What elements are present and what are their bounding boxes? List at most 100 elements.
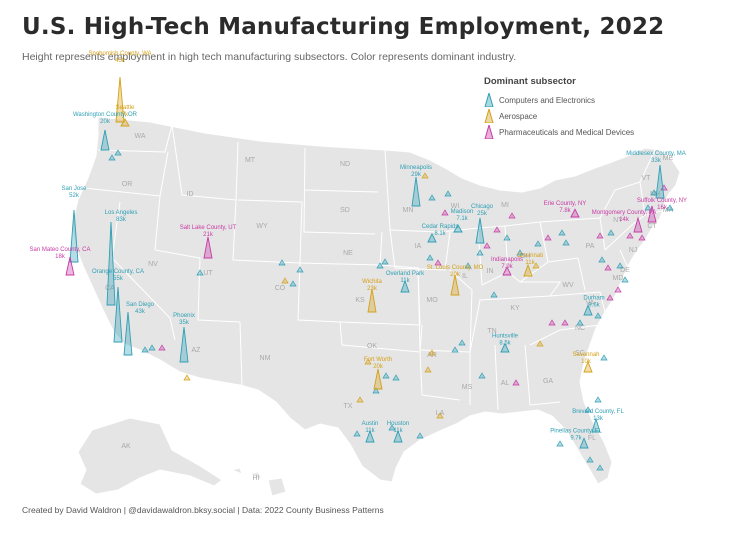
state-label-ms: MS <box>462 384 473 391</box>
spike-label-name: Austin <box>362 421 379 427</box>
minor-county-spikes <box>108 149 674 471</box>
spike-snohomish-county-wa <box>115 76 125 123</box>
state-label-de: DE <box>620 267 630 274</box>
minor-spike <box>544 234 552 241</box>
minor-spike <box>458 339 466 346</box>
spike-orange-county-ca <box>113 286 123 343</box>
spike-label-name: Snohomish County, WA <box>88 51 151 57</box>
spike-label-value: 25k <box>477 211 488 217</box>
state-label-oh: OH <box>520 253 531 260</box>
spike-label-name: Washington County, OR <box>73 112 138 118</box>
spike-label-name: Brevard County, FL <box>572 409 624 415</box>
spike-salt-lake-county-ut <box>203 236 213 259</box>
state-label-ks: KS <box>355 297 365 304</box>
state-label-nc: NC <box>575 325 585 332</box>
state-label-pa: PA <box>586 243 595 250</box>
minor-spike <box>614 286 622 293</box>
spike-label-value: 10k <box>581 359 592 365</box>
state-label-ak: AK <box>121 443 131 450</box>
state-label-me: ME <box>663 155 674 162</box>
spike-label-name: Durham <box>583 295 604 301</box>
spike-label-name: Suffolk County, NY <box>637 198 687 204</box>
spike-label-name: Cedar Rapids <box>422 224 459 230</box>
spike-label-value: 7.9k <box>501 264 513 270</box>
spike-label-value: 33k <box>651 158 662 164</box>
state-label-az: AZ <box>192 347 202 354</box>
spike-label-value: 55k <box>113 276 124 282</box>
state-label-in: IN <box>487 268 494 275</box>
spike-label-name: Savannah <box>572 352 599 358</box>
legend-item-pharma: Pharmaceuticals and Medical Devices <box>484 124 684 140</box>
spike-label-name: Indianapolis <box>491 257 523 263</box>
state-label-ca: CA <box>105 285 115 292</box>
spike-label-name: Phoenix <box>173 313 195 319</box>
spike-suffolk-county-ny <box>647 205 657 223</box>
footer-credit: Created by David Waldron | @davidawaldro… <box>22 505 384 515</box>
spike-middlesex-county-ma <box>655 164 665 199</box>
spike-label-value: 20k <box>373 364 384 370</box>
alaska <box>77 417 223 495</box>
spike-san-mateo-county-ca <box>65 256 75 276</box>
state-label-fl: FL <box>588 435 596 442</box>
spike-label-value: 35k <box>179 320 190 326</box>
spike-label-name: San Mateo County, CA <box>30 247 91 253</box>
spike-st-louis-county-mo <box>450 274 460 296</box>
minor-spike <box>548 319 556 326</box>
minor-spike <box>596 464 604 471</box>
minor-spike <box>490 291 498 298</box>
spike-wichita <box>367 288 377 313</box>
minor-spike <box>381 258 389 265</box>
state-label-ia: IA <box>415 243 422 250</box>
state-label-ga: GA <box>543 378 553 385</box>
spike-label-value: 43k <box>135 309 146 315</box>
spike-label-name: Orange County, CA <box>92 269 144 275</box>
state-label-nd: ND <box>340 161 350 168</box>
spike-label-value: 13k <box>593 416 604 422</box>
legend-item-aerospace: Aerospace <box>484 108 684 124</box>
minor-spike <box>596 232 604 239</box>
state-label-ky: KY <box>510 305 520 312</box>
spike-montgomery-county-pa <box>633 216 643 233</box>
hawaii <box>230 467 287 497</box>
spike-label-name: Pinellas County, FL <box>550 428 602 434</box>
state-label-sc: SC <box>575 350 585 357</box>
state-label-wa: WA <box>134 133 145 140</box>
spike-label-name: Minneapolis <box>400 165 432 171</box>
minor-spike <box>556 440 564 447</box>
spike-label-value: 21k <box>203 232 214 238</box>
minor-spike <box>561 319 569 326</box>
spike-san-jose <box>69 209 79 263</box>
minor-spike <box>598 256 606 263</box>
spike-label-value: 8.1k <box>434 231 446 237</box>
spike-washington-county-or <box>100 129 110 151</box>
spike-durham <box>583 304 593 316</box>
state-label-ne: NE <box>343 250 353 257</box>
spike-label-name: Houston <box>387 421 409 427</box>
state-label-mn: MN <box>403 207 414 214</box>
minor-spike <box>372 387 380 394</box>
spike-label-name: Salt Lake County, UT <box>180 225 237 231</box>
minor-spike <box>558 229 566 236</box>
minor-spike <box>607 229 615 236</box>
spike-label-name: Fort Worth <box>364 357 392 363</box>
spike-label-value: 8.5k <box>499 341 511 347</box>
spike-label-name: Seattle <box>116 105 135 111</box>
state-label-co: CO <box>275 285 286 292</box>
minor-spike <box>421 172 429 179</box>
spike-label-value: 16k <box>657 205 668 211</box>
spike-cincinnati <box>523 263 533 277</box>
spike-label-value: 23k <box>367 286 378 292</box>
state-label-ny: NY <box>613 217 623 224</box>
spike-label-value: 20k <box>100 119 111 125</box>
minor-spike <box>644 204 652 211</box>
spike-label-name: Overland Park <box>386 271 425 277</box>
legend: Dominant subsector Computers and Electro… <box>484 76 684 140</box>
minor-spike <box>158 344 166 351</box>
minor-spike <box>650 189 658 196</box>
spike-label-name: Madison <box>451 209 474 215</box>
spike-label-name: Middlesex County, MA <box>626 151 686 157</box>
state-label-tx: TX <box>344 403 353 410</box>
legend-label-computers: Computers and Electronics <box>499 95 596 105</box>
state-label-nh: NH <box>650 191 660 198</box>
